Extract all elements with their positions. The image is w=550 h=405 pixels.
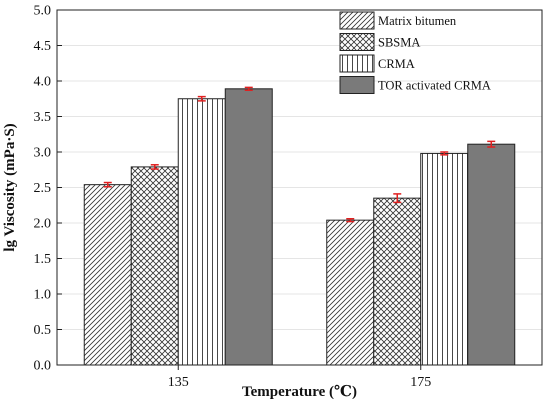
- y-tick-label: 0.0: [34, 359, 52, 374]
- y-tick-label: 4.0: [34, 75, 52, 90]
- error-bar: [244, 86, 253, 91]
- legend-swatch: [339, 33, 375, 51]
- bar: [467, 143, 516, 366]
- bar: [420, 152, 469, 366]
- y-tick-label: 1.5: [34, 252, 52, 267]
- bar: [177, 98, 226, 366]
- y-axis-title: lg Viscosity (mPa·S): [2, 123, 18, 251]
- y-tick-label: 1.0: [34, 288, 52, 303]
- legend-swatch: [339, 76, 375, 94]
- legend-item: CRMA: [339, 54, 415, 73]
- error-bars: [103, 86, 496, 223]
- legend-swatch: [339, 11, 375, 30]
- error-bar: [103, 181, 112, 188]
- x-axis-ticks: 135 175: [168, 365, 431, 390]
- y-tick-label: 3.5: [34, 110, 52, 125]
- error-bar: [393, 193, 402, 204]
- bar: [130, 166, 179, 366]
- legend-label: SBSMA: [378, 36, 420, 50]
- error-bar: [150, 164, 159, 170]
- y-tick-label: 5.0: [34, 4, 52, 19]
- legend-swatch: [339, 54, 375, 73]
- y-tick-label: 4.5: [34, 39, 52, 54]
- x-axis-title: Temperature (℃): [242, 384, 357, 400]
- bar: [83, 184, 132, 366]
- legend-label: TOR activated CRMA: [378, 79, 491, 93]
- legend-item: TOR activated CRMA: [339, 76, 491, 94]
- y-tick-label: 0.5: [34, 323, 52, 338]
- error-bar: [346, 217, 355, 223]
- legend: Matrix bitumen SBSMA CRMA TOR activated CRM…: [339, 11, 491, 94]
- bar: [326, 219, 375, 366]
- y-axis-ticks: 0.0 0.5 1.0 1.5 2.0 2.5 3.0 3.5 4.0 4.5 5.0: [34, 4, 62, 374]
- bar: [224, 88, 273, 366]
- bar: [373, 197, 422, 366]
- error-bar: [197, 95, 206, 102]
- legend-label: CRMA: [378, 57, 415, 71]
- legend-item: Matrix bitumen: [339, 11, 457, 30]
- y-tick-label: 2.5: [34, 181, 52, 196]
- legend-label: Matrix bitumen: [378, 14, 457, 28]
- x-tick-label: 175: [410, 375, 431, 390]
- legend-item: SBSMA: [339, 33, 420, 51]
- y-tick-label: 3.0: [34, 146, 52, 161]
- y-tick-label: 2.0: [34, 217, 52, 232]
- error-bar: [440, 151, 449, 156]
- x-tick-label: 135: [168, 375, 189, 390]
- bars: [83, 88, 516, 366]
- error-bar: [487, 140, 496, 148]
